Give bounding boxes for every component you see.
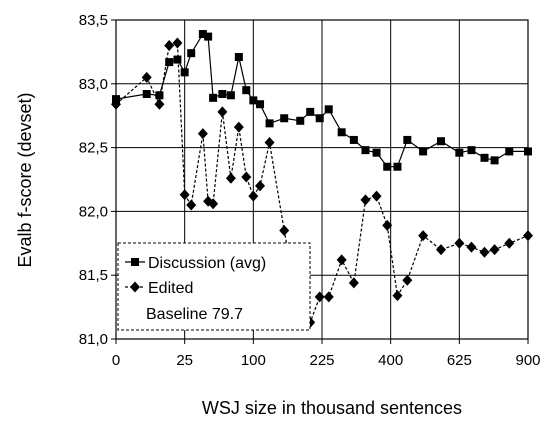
legend-baseline-label: Baseline 79.7	[146, 306, 243, 323]
series-1-point-5	[179, 189, 190, 201]
series-1-point-22	[336, 254, 347, 266]
series-0-point-32	[467, 146, 476, 155]
series-0	[112, 30, 532, 171]
series-0-point-7	[198, 30, 207, 39]
legend-marker-0	[131, 258, 139, 266]
series-0-point-31	[455, 148, 464, 157]
series-1-point-17	[279, 225, 290, 237]
series-1-point-7	[197, 128, 208, 140]
series-0-point-9	[209, 93, 218, 102]
series-0-point-17	[280, 114, 289, 123]
series-1-point-36	[523, 230, 533, 242]
series-1-point-23	[348, 277, 359, 289]
series-1-point-28	[402, 274, 413, 286]
series-1-point-25	[371, 190, 382, 202]
legend-label-1: Edited	[148, 280, 193, 297]
series-0-point-23	[349, 135, 358, 144]
tick-labels: 0 25 100 225 400 625 900 81,0 81,5 82,0 82,5 83,0 83…	[79, 12, 541, 369]
series-1-point-6	[186, 199, 197, 211]
series-0-point-16	[265, 119, 274, 128]
x-tick-label-1: 25	[176, 352, 193, 369]
series-0-point-14	[249, 96, 258, 105]
series-0-point-33	[480, 153, 489, 162]
series-0-point-11	[226, 91, 235, 100]
series-1-point-0	[111, 98, 121, 110]
series-1-point-12	[233, 121, 244, 133]
legend-box	[117, 242, 311, 331]
y-tick-label-4: 83,0	[79, 76, 108, 93]
series-0-point-1	[142, 90, 151, 99]
series-0-point-27	[393, 162, 402, 171]
series-1-point-13	[241, 171, 252, 183]
series-0-point-26	[383, 162, 392, 171]
series-0-point-28	[403, 135, 412, 144]
series-0-point-29	[419, 147, 428, 156]
legend-marker-1	[130, 281, 140, 293]
series-0-point-25	[372, 148, 381, 157]
x-tick-label-5: 625	[447, 352, 472, 369]
series-1-point-29	[418, 230, 429, 242]
series-0-point-6	[187, 49, 196, 58]
series-0-point-4	[173, 55, 182, 64]
series-1-point-11	[225, 172, 236, 184]
series-0-point-15	[256, 100, 265, 109]
series-0-point-30	[436, 137, 445, 146]
legend-label-0: Discussion (avg)	[148, 255, 266, 272]
series-1-point-3	[164, 40, 175, 52]
series-0-point-36	[524, 147, 532, 156]
series-0-point-35	[505, 147, 514, 156]
series-0-point-12	[234, 53, 243, 62]
legend: Discussion (avg) Edited Baseline 79.7	[117, 242, 311, 331]
y-tick-label-3: 82,5	[79, 140, 108, 157]
y-axis-title: Evalb f-score (devset)	[15, 92, 35, 267]
series-1-point-2	[154, 98, 165, 110]
axes	[111, 19, 529, 344]
series-1-point-34	[489, 244, 500, 256]
y-tick-label-2: 82,0	[79, 203, 108, 220]
series-0-point-19	[306, 107, 315, 116]
series-0-point-8	[204, 32, 213, 41]
series-0-point-34	[490, 156, 499, 165]
x-tick-label-2: 100	[241, 352, 266, 369]
series-1-point-27	[392, 290, 403, 302]
x-axis-title: WSJ size in thousand sentences	[202, 398, 462, 418]
series-1-point-32	[466, 241, 477, 253]
series-0-point-5	[180, 68, 189, 77]
series-1-point-1	[141, 71, 152, 83]
series-0-point-20	[315, 114, 324, 123]
series-1-point-10	[217, 106, 228, 118]
series-1-point-33	[479, 246, 490, 258]
series-0-point-2	[155, 91, 164, 100]
series-1-point-30	[435, 244, 446, 256]
series-0-point-24	[361, 146, 370, 155]
x-tick-label-0: 0	[112, 352, 120, 369]
series-1-point-21	[323, 291, 334, 303]
series-0-point-22	[337, 128, 346, 137]
x-tick-label-4: 400	[378, 352, 403, 369]
series-0-point-21	[324, 105, 333, 114]
series-0-point-10	[218, 90, 227, 99]
y-tick-label-1: 81,5	[79, 267, 108, 284]
series-0-point-3	[165, 58, 174, 67]
series-1-point-16	[264, 136, 275, 148]
x-tick-label-3: 225	[309, 352, 334, 369]
series-0-point-13	[242, 86, 251, 95]
series-1-point-26	[382, 219, 393, 231]
series-1-point-24	[360, 194, 371, 206]
series-1-point-35	[504, 237, 515, 249]
series-1-point-31	[454, 237, 465, 249]
series-1-point-4	[172, 37, 183, 49]
series-0-point-18	[296, 116, 305, 125]
series-1-point-15	[255, 180, 266, 192]
series-1-point-9	[208, 198, 219, 210]
series-1-point-14	[248, 190, 259, 202]
series-1-point-20	[314, 291, 325, 303]
x-tick-label-6: 900	[515, 352, 540, 369]
y-tick-label-5: 83,5	[79, 12, 108, 29]
y-tick-label-0: 81,0	[79, 331, 108, 348]
axis-titles: WSJ size in thousand sentences Evalb f-sc…	[15, 92, 462, 418]
